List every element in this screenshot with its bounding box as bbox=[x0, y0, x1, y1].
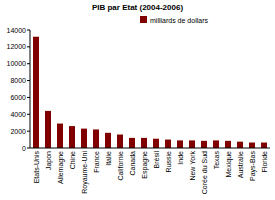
x-axis bbox=[30, 148, 270, 149]
bar bbox=[117, 135, 123, 148]
y-tick-label: 0 bbox=[22, 145, 26, 152]
title: PIB par Etat (2004-2006) bbox=[92, 3, 183, 12]
bar bbox=[189, 140, 195, 148]
bar bbox=[261, 143, 267, 148]
x-tick-label: Japon bbox=[45, 151, 53, 170]
x-tick-label: Mexique bbox=[225, 151, 233, 178]
bar bbox=[93, 129, 99, 148]
bar bbox=[213, 140, 219, 148]
y-axis bbox=[30, 30, 31, 148]
x-tick-label: Etats-Unis bbox=[33, 151, 40, 184]
legend-label: milliards de dollars bbox=[150, 17, 208, 24]
x-tick-label: Allemagne bbox=[57, 151, 65, 184]
bar bbox=[57, 124, 63, 148]
y-tick-label: 8000 bbox=[10, 77, 26, 84]
x-tick-label: Royaume-Uni bbox=[81, 151, 89, 194]
legend-swatch bbox=[140, 16, 147, 23]
x-tick-label: Espagne bbox=[141, 151, 149, 179]
bar bbox=[141, 138, 147, 148]
bar bbox=[33, 37, 39, 148]
x-tick-label: Canada bbox=[129, 151, 136, 176]
bar bbox=[45, 111, 51, 148]
x-tick-label: New York bbox=[189, 151, 196, 181]
x-tick-label: Australie bbox=[237, 151, 244, 178]
x-tick-label: Chine bbox=[69, 151, 76, 169]
x-tick-label: Inde bbox=[177, 151, 184, 165]
bar bbox=[153, 139, 159, 148]
bar bbox=[165, 140, 171, 148]
bar bbox=[105, 133, 111, 148]
x-tick-label: Russie bbox=[165, 151, 172, 173]
x-tick-label: Californie bbox=[117, 151, 124, 181]
bars bbox=[33, 37, 267, 148]
y-tick-label: 10000 bbox=[7, 60, 27, 67]
bar bbox=[129, 138, 135, 148]
x-tick-label: France bbox=[93, 151, 100, 173]
bar bbox=[237, 142, 243, 148]
y-tick-label: 12000 bbox=[7, 43, 27, 50]
bar bbox=[177, 140, 183, 148]
chart: PIB par Etat (2004-2006) 0 2000 4000 6000 800… bbox=[0, 0, 275, 200]
bar bbox=[201, 141, 207, 148]
bar bbox=[225, 141, 231, 148]
x-tick-label: Italie bbox=[105, 151, 112, 166]
x-tick-label: Brésil bbox=[153, 151, 160, 169]
x-tick-label: Corée du Sud bbox=[201, 151, 208, 194]
bar bbox=[249, 143, 255, 148]
y-tick-label: 4000 bbox=[10, 111, 26, 118]
bar bbox=[69, 126, 75, 148]
bar bbox=[81, 129, 87, 148]
x-tick-label: Pays-Bas bbox=[249, 151, 257, 181]
x-tick-label: Texas bbox=[213, 151, 220, 170]
y-tick-label: 2000 bbox=[10, 128, 26, 135]
y-tick-label: 14000 bbox=[7, 27, 27, 34]
y-tick-label: 6000 bbox=[10, 94, 26, 101]
x-tick-label: Floride bbox=[261, 151, 268, 173]
